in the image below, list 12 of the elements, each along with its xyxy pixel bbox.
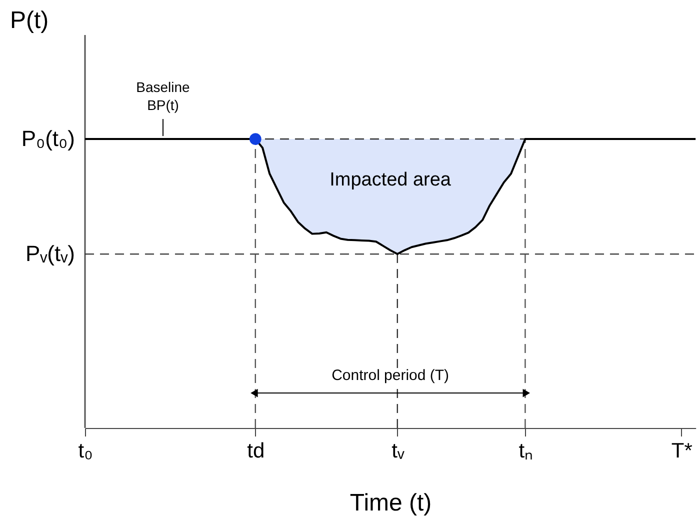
y-axis-title: P(t) <box>10 7 49 34</box>
x-tick-label: t₀ <box>78 440 93 462</box>
text: Baseline BP(t) <box>136 79 190 114</box>
x-tick-label: tᵥ <box>392 440 404 462</box>
ref-line-label: P₀(t₀) <box>21 126 75 152</box>
annotation: Control period (T) <box>332 367 450 384</box>
x-axis-title: Time (t) <box>350 490 432 516</box>
x-tick-label: tₙ <box>518 440 533 462</box>
ref-line-label: Pᵥ(tᵥ) <box>25 241 75 266</box>
x-tick-label: T* <box>671 440 692 462</box>
x-tick-label: td <box>247 440 265 462</box>
annotation: Impacted area <box>330 169 452 190</box>
